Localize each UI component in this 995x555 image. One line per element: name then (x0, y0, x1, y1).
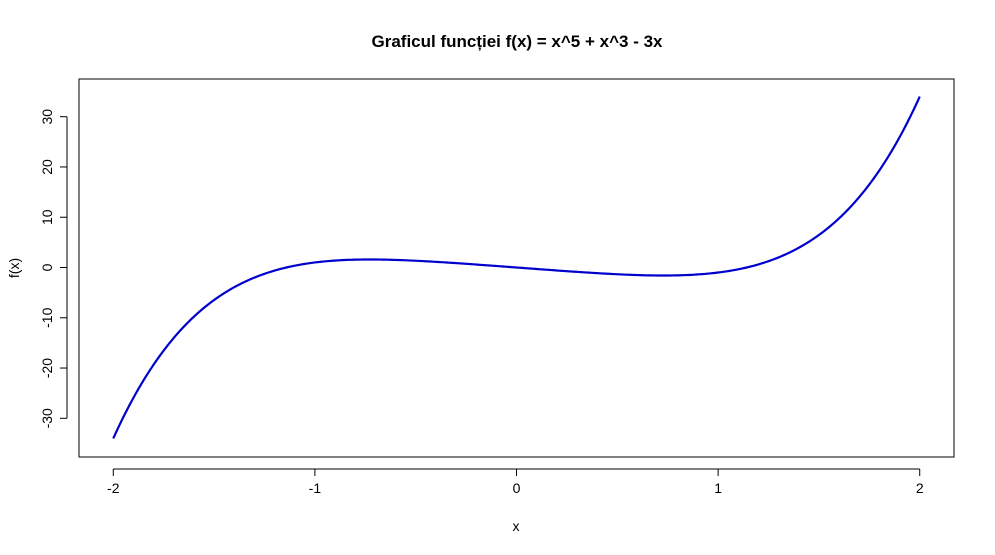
plot-frame (78, 78, 955, 458)
x-tick-label: -1 (309, 480, 322, 496)
y-tick-label: -20 (39, 358, 55, 378)
x-tick-label: 2 (916, 480, 924, 496)
series-line (112, 96, 921, 439)
x-tick-label: -2 (107, 480, 120, 496)
y-tick-label: 30 (39, 109, 55, 125)
x-axis: -2 -1 0 1 2 (107, 468, 924, 496)
y-tick-label: -30 (39, 408, 55, 428)
y-tick-label: 0 (39, 263, 55, 271)
y-axis-label: f(x) (6, 258, 22, 278)
series-layer (112, 96, 921, 439)
x-tick-label: 1 (714, 480, 722, 496)
x-tick-label: 0 (513, 480, 521, 496)
y-tick-label: 20 (39, 159, 55, 175)
chart-title: Graficul funcției f(x) = x^5 + x^3 - 3x (371, 32, 663, 51)
y-axis: -30 -20 -10 0 10 20 30 (39, 109, 68, 428)
x-axis-label: x (513, 518, 520, 534)
y-tick-label: 10 (39, 209, 55, 225)
y-tick-label: -10 (39, 307, 55, 327)
